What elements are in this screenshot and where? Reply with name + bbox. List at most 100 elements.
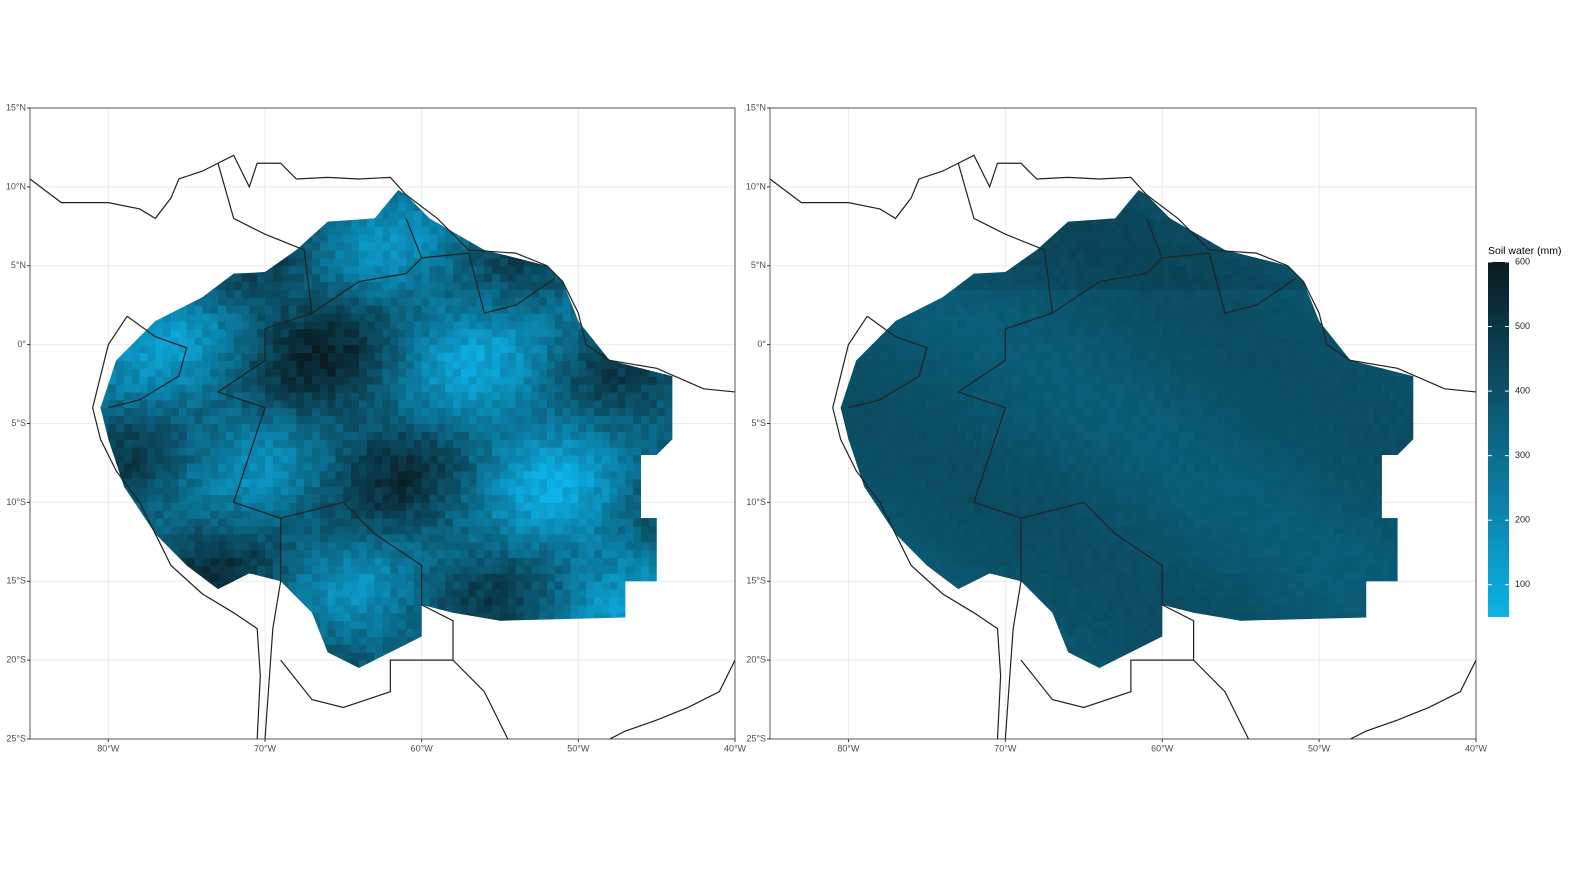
raster-cell — [633, 550, 641, 558]
raster-cell — [422, 242, 430, 250]
raster-cell — [531, 416, 539, 424]
raster-cell — [249, 392, 257, 400]
raster-cell — [336, 581, 344, 589]
raster-cell — [586, 510, 594, 518]
raster-cell — [492, 321, 500, 329]
raster-cell — [304, 266, 312, 274]
raster-cell — [618, 581, 626, 589]
raster-cell — [218, 313, 226, 321]
raster-cell — [477, 345, 485, 353]
raster-cell — [445, 502, 453, 510]
raster-cell — [390, 289, 398, 297]
raster-cell — [531, 447, 539, 455]
raster-cell — [430, 463, 438, 471]
raster-cell — [398, 242, 406, 250]
raster-cell — [336, 360, 344, 368]
raster-cell — [210, 408, 218, 416]
raster-cell — [187, 455, 195, 463]
raster-cell — [257, 337, 265, 345]
raster-cell — [304, 597, 312, 605]
raster-cell — [226, 400, 234, 408]
raster-cell — [367, 565, 375, 573]
raster-cell — [124, 392, 132, 400]
raster-cell — [406, 526, 414, 534]
raster-cell — [430, 321, 438, 329]
raster-cell — [312, 250, 320, 258]
raster-cell — [140, 487, 148, 495]
raster-cell — [445, 297, 453, 305]
raster-cell — [234, 463, 242, 471]
raster-cell — [281, 408, 289, 416]
raster-cell — [343, 487, 351, 495]
raster-cell — [492, 313, 500, 321]
raster-cell — [406, 487, 414, 495]
legend-title: Soil water (mm) — [1488, 245, 1562, 257]
raster-cell — [484, 447, 492, 455]
raster-cell — [202, 471, 210, 479]
raster-cell — [179, 542, 187, 550]
raster-cell — [657, 376, 665, 384]
raster-cell — [336, 463, 344, 471]
raster-cell — [155, 526, 163, 534]
raster-cell — [320, 242, 328, 250]
raster-cell — [516, 589, 524, 597]
raster-cell — [328, 313, 336, 321]
raster-cell — [610, 455, 618, 463]
raster-cell — [359, 479, 367, 487]
raster-cell — [226, 494, 234, 502]
raster-cell — [367, 337, 375, 345]
raster-cell — [555, 321, 563, 329]
raster-cell — [383, 218, 391, 226]
raster-cell — [555, 542, 563, 550]
raster-cell — [320, 408, 328, 416]
raster-cell — [406, 550, 414, 558]
raster-cell — [414, 360, 422, 368]
raster-cell — [234, 526, 242, 534]
raster-cell — [500, 455, 508, 463]
raster-cell — [296, 345, 304, 353]
raster-cell — [242, 305, 250, 313]
raster-cell — [187, 345, 195, 353]
raster-cell — [289, 487, 297, 495]
raster-cell — [437, 392, 445, 400]
raster-cell — [343, 463, 351, 471]
raster-cell — [273, 408, 281, 416]
raster-cell — [226, 455, 234, 463]
raster-cell — [563, 542, 571, 550]
raster-cell — [430, 542, 438, 550]
raster-cell — [555, 463, 563, 471]
raster-cell — [406, 400, 414, 408]
raster-cell — [242, 282, 250, 290]
y-tick-label: 20°S — [6, 655, 26, 665]
raster-cell — [296, 329, 304, 337]
raster-cell — [508, 345, 516, 353]
raster-cell — [296, 494, 304, 502]
raster-cell — [320, 353, 328, 361]
raster-cell — [524, 479, 532, 487]
raster-cell — [383, 282, 391, 290]
raster-cell — [414, 337, 422, 345]
raster-cell — [578, 573, 586, 581]
raster-cell — [571, 502, 579, 510]
raster-cell — [148, 360, 156, 368]
raster-cell — [469, 408, 477, 416]
raster-cell — [539, 376, 547, 384]
raster-cell — [289, 408, 297, 416]
raster-cell — [665, 431, 673, 439]
raster-cell — [555, 510, 563, 518]
raster-cell — [116, 455, 124, 463]
y-tick-label: 15°N — [746, 102, 766, 112]
raster-cell — [367, 502, 375, 510]
raster-cell — [492, 558, 500, 566]
raster-cell — [375, 226, 383, 234]
raster-cell — [140, 439, 148, 447]
raster-cell — [430, 589, 438, 597]
raster-cell — [210, 463, 218, 471]
raster-cell — [453, 408, 461, 416]
raster-cell — [625, 376, 633, 384]
raster-cell — [406, 282, 414, 290]
raster-cell — [461, 581, 469, 589]
raster-cell — [218, 345, 226, 353]
raster-cell — [547, 321, 555, 329]
raster-cell — [155, 345, 163, 353]
